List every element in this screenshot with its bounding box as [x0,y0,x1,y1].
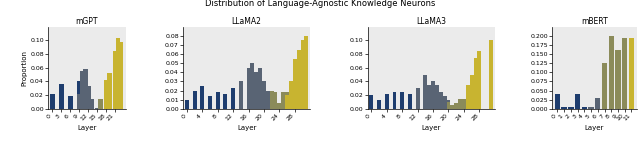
Bar [466,85,470,109]
Bar [297,50,301,109]
Bar [609,36,614,109]
Bar [435,85,439,109]
Bar [431,82,435,109]
Bar [377,100,381,109]
Bar [104,80,109,109]
Title: mBERT: mBERT [581,17,608,26]
Bar [477,51,481,109]
X-axis label: Layer: Layer [77,125,97,131]
Bar [439,92,443,109]
Bar [416,88,420,109]
Bar [588,107,594,109]
X-axis label: Layer: Layer [421,125,441,131]
Bar [77,82,82,109]
Bar [262,82,266,109]
Bar [223,94,227,109]
Bar [470,75,474,109]
Bar [447,100,451,109]
Bar [575,94,580,109]
Bar [269,92,273,109]
Bar [408,94,412,109]
Bar [239,100,243,109]
Bar [305,36,308,109]
Bar [555,94,560,109]
Bar [428,85,431,109]
Bar [628,38,634,109]
X-axis label: Layer: Layer [237,125,256,131]
Bar [185,100,189,109]
Bar [273,92,278,109]
Bar [451,105,454,109]
Title: mGPT: mGPT [76,17,98,26]
Bar [80,70,84,109]
Bar [443,97,447,109]
Bar [369,95,373,109]
Text: Distribution of Language-Agnostic Knowledge Neurons: Distribution of Language-Agnostic Knowle… [205,0,435,7]
Bar [392,92,396,109]
Bar [424,75,428,109]
Y-axis label: Proportion: Proportion [21,50,28,86]
Bar [60,84,64,109]
Bar [231,88,235,109]
Bar [282,92,285,109]
Bar [246,68,250,109]
Bar [83,69,88,109]
Bar [250,63,254,109]
Bar [489,41,493,109]
Bar [278,103,282,109]
Bar [113,51,118,109]
Bar [119,42,124,109]
Bar [68,97,73,109]
Title: LLaMA2: LLaMA2 [232,17,262,26]
Bar [301,41,305,109]
Bar [239,82,243,109]
Bar [454,103,458,109]
Bar [216,92,220,109]
Bar [289,82,293,109]
Bar [622,38,627,109]
Bar [258,68,262,109]
Bar [77,94,82,109]
Bar [447,102,451,109]
Bar [208,96,212,109]
Bar [269,91,273,109]
Bar [615,51,621,109]
Bar [86,86,91,109]
Bar [285,92,289,109]
Bar [568,107,573,109]
Bar [595,98,600,109]
Bar [200,86,204,109]
Bar [285,95,289,109]
Bar [51,94,55,109]
Bar [116,38,120,109]
Bar [561,107,567,109]
Bar [458,98,462,109]
Bar [293,59,297,109]
Title: LLaMA3: LLaMA3 [416,17,446,26]
Bar [385,94,388,109]
Bar [462,98,466,109]
Bar [89,98,93,109]
Bar [193,91,196,109]
Bar [107,73,111,109]
Bar [95,108,100,109]
Bar [400,92,404,109]
Bar [266,91,269,109]
X-axis label: Layer: Layer [585,125,604,131]
Bar [602,63,607,109]
Bar [254,72,258,109]
Bar [416,97,420,109]
Bar [98,98,102,109]
Bar [582,107,587,109]
Bar [474,58,477,109]
